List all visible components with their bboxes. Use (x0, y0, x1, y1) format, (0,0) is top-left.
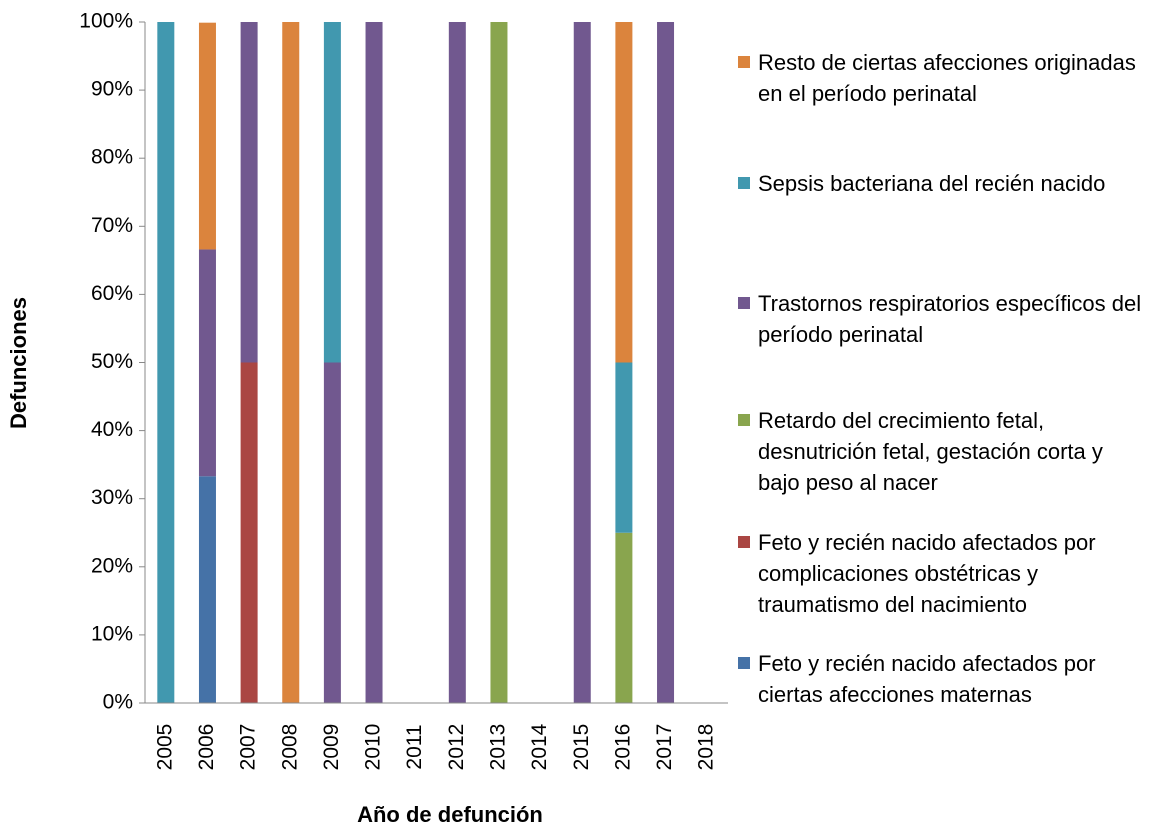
x-tick-label: 2010 (362, 724, 385, 771)
legend-swatch (738, 56, 750, 68)
bar-segment (573, 22, 591, 703)
y-tick-label: 40% (91, 418, 133, 441)
legend-label: Feto y recién nacido afectados por ciert… (758, 651, 1096, 707)
x-tick-label: 2018 (695, 724, 718, 771)
bar-segment (615, 532, 633, 703)
legend-swatch (738, 536, 750, 548)
y-tick-label: 10% (91, 622, 133, 645)
x-tick-label: 2013 (487, 724, 510, 771)
x-tick-label: 2011 (403, 724, 426, 769)
legend-entry: Trastornos respiratorios específicos del… (738, 288, 1148, 350)
y-tick-label: 50% (91, 350, 133, 373)
legend-entry: Feto y recién nacido afectados por ciert… (738, 648, 1148, 710)
bar-segment (198, 249, 216, 477)
legend-entry: Resto de ciertas afecciones originadas e… (738, 47, 1148, 109)
x-tick-label: 2006 (195, 724, 218, 771)
x-tick-label: 2016 (611, 724, 634, 771)
legend-label: Trastornos respiratorios específicos del… (758, 291, 1142, 347)
bar-segment (323, 22, 341, 363)
x-tick-label: 2017 (653, 724, 676, 771)
x-tick-label: 2008 (278, 724, 301, 771)
y-tick-label: 0% (103, 691, 133, 714)
legend-entry: Feto y recién nacido afectados por compl… (738, 527, 1148, 620)
bar-segment (657, 22, 675, 703)
bar-segment (615, 22, 633, 363)
bar-segment (240, 362, 258, 703)
legend-label: Retardo del crecimiento fetal, desnutric… (758, 408, 1103, 495)
y-axis-label: Defunciones (6, 297, 31, 429)
bar-segment (198, 476, 216, 703)
legend-label: Sepsis bacteriana del recién nacido (758, 171, 1106, 196)
legend-label: Feto y recién nacido afectados por compl… (758, 530, 1096, 617)
bar-segment (448, 22, 466, 703)
y-tick-label: 70% (91, 214, 133, 237)
x-tick-label: 2009 (320, 724, 343, 771)
legend-entry: Sepsis bacteriana del recién nacido (738, 168, 1148, 199)
bar-segment (240, 22, 258, 363)
y-tick-label: 90% (91, 78, 133, 101)
legend-swatch (738, 177, 750, 189)
x-tick-label: 2007 (237, 724, 260, 771)
bar-segment (157, 22, 175, 703)
legend-swatch (738, 657, 750, 669)
y-tick-label: 60% (91, 282, 133, 305)
bar-segment (615, 362, 633, 533)
bar-segment (198, 22, 216, 250)
legend-swatch (738, 414, 750, 426)
legend-label: Resto de ciertas afecciones originadas e… (758, 50, 1136, 106)
x-tick-label: 2012 (445, 724, 468, 771)
bar-segment (282, 22, 300, 703)
x-axis-label: Año de defunción (357, 802, 543, 827)
bar-segment (323, 362, 341, 703)
y-tick-label: 20% (91, 554, 133, 577)
legend-entry: Retardo del crecimiento fetal, desnutric… (738, 405, 1148, 498)
y-tick-label: 100% (79, 10, 133, 33)
legend-swatch (738, 297, 750, 309)
y-tick-label: 30% (91, 486, 133, 509)
x-tick-label: 2014 (528, 723, 551, 770)
y-tick-label: 80% (91, 146, 133, 169)
bar-segment (490, 22, 508, 703)
bar-segment (365, 22, 383, 703)
x-tick-label: 2015 (570, 724, 593, 771)
x-tick-label: 2005 (153, 724, 176, 771)
